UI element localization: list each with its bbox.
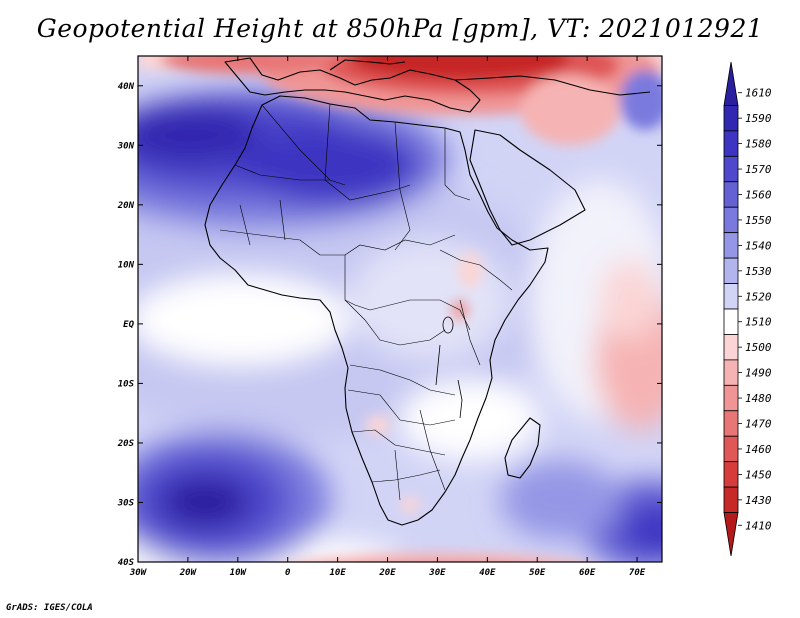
colorbar-label: 1610: [745, 87, 772, 100]
lon-label: 20E: [378, 568, 396, 578]
colorbar-label: 1560: [745, 189, 772, 202]
grads-credit: GrADS: IGES/COLA: [6, 603, 93, 613]
latitude-axis: 40N 30N 20N 10N EQ 10S 20S 30S 40S: [117, 82, 662, 568]
colorbar-segment: [723, 384, 739, 412]
colorbar-label: 1590: [745, 112, 772, 125]
colorbar-label: 1430: [745, 494, 772, 507]
lat-label: 10N: [118, 260, 135, 270]
colorbar-label: 1500: [745, 341, 772, 354]
colorbar-label: 1410: [745, 519, 772, 532]
colorbar-label: 1550: [745, 214, 772, 227]
height-field: [138, 56, 662, 562]
lon-label: 30E: [428, 568, 446, 578]
colorbar-label: 1540: [745, 239, 772, 252]
lat-label: 40S: [118, 558, 135, 568]
colorbar-label: 1480: [745, 392, 772, 405]
colorbar-segment: [723, 359, 739, 386]
colorbar-segment: [723, 410, 739, 437]
colorbar-segment: [723, 232, 739, 259]
longitude-axis: 30W 20W 10W 0 10E 20E 30E 40E 50E 60E 70E: [129, 56, 646, 578]
lat-label: 20N: [117, 201, 135, 211]
lon-label: 30W: [129, 568, 148, 578]
colorbar-segment: [723, 181, 739, 208]
coastlines: [204, 57, 651, 526]
colorbar-segment: [723, 206, 739, 234]
lakes: [435, 316, 463, 419]
colorbar-label: 1510: [745, 316, 772, 329]
colorbar-segment: [723, 283, 739, 310]
map-title: Geopotential Height at 850hPa [gpm], VT:…: [36, 14, 764, 43]
lat-label: 10S: [118, 379, 135, 389]
colorbar-segment: [723, 130, 739, 157]
lat-label: EQ: [123, 320, 134, 330]
lat-label: 30N: [117, 141, 135, 151]
colorbar-label: 1580: [745, 138, 772, 151]
plot-frame: [137, 55, 663, 563]
colorbar-segment: [723, 257, 739, 284]
lon-label: 60E: [579, 568, 596, 578]
colorbar-label: 1570: [745, 163, 772, 176]
colorbar-segment: [723, 486, 739, 513]
colorbar-segment: [723, 435, 739, 463]
lon-label: 70E: [629, 568, 646, 578]
lon-label: 0: [285, 568, 291, 578]
lat-label: 40N: [118, 82, 135, 92]
colorbar-label: 1490: [745, 367, 772, 380]
colorbar: 1610 1590 1580 1570 1560 1550 1540 1530 1520 1510…: [723, 61, 772, 557]
lat-label: 20S: [117, 439, 135, 449]
lon-label: 20W: [179, 568, 198, 578]
colorbar-segment: [723, 334, 739, 361]
colorbar-label: 1460: [745, 443, 772, 456]
lon-label: 10E: [329, 568, 346, 578]
colorbar-segment: [723, 105, 739, 132]
lon-label: 10W: [230, 568, 248, 578]
lon-label: 40E: [479, 568, 496, 578]
colorbar-segment: [723, 155, 739, 183]
country-borders: [219, 103, 513, 501]
colorbar-label: 1450: [745, 468, 772, 481]
colorbar-segment: [723, 512, 739, 557]
colorbar-segment: [723, 61, 739, 106]
colorbar-label: 1520: [745, 290, 772, 303]
lon-label: 50E: [529, 568, 546, 578]
colorbar-label: 1470: [745, 418, 772, 431]
lat-label: 30S: [117, 498, 135, 508]
colorbar-segment: [723, 308, 739, 335]
colorbar-segment: [723, 461, 739, 488]
colorbar-label: 1530: [745, 265, 772, 278]
